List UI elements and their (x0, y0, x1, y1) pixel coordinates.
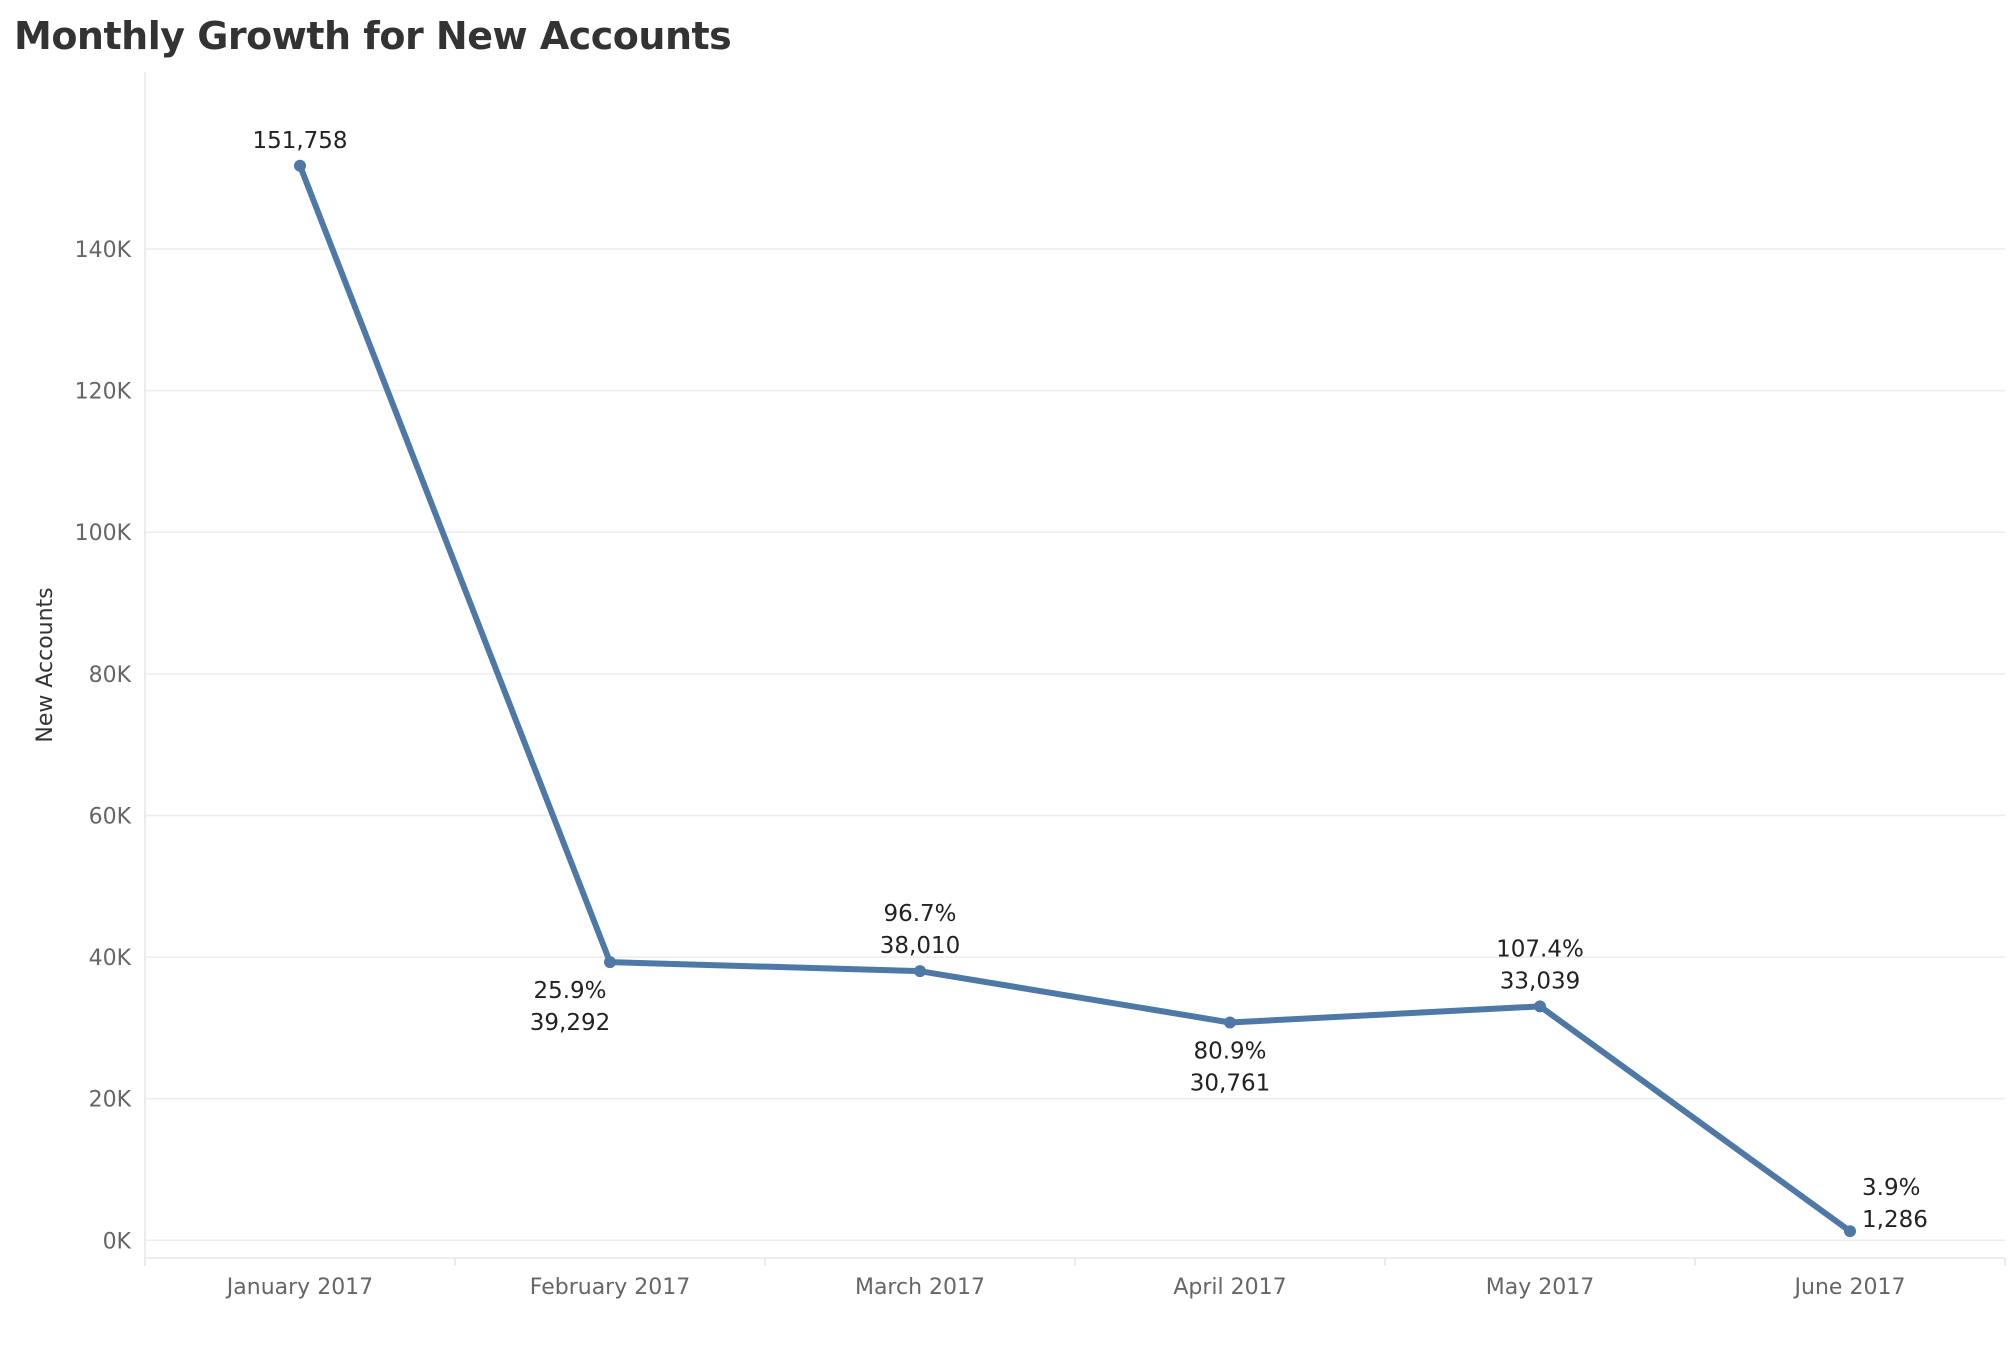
series-line (297, 162, 1853, 1235)
y-axis-title: New Accounts (33, 587, 58, 742)
x-tick-label: February 2017 (530, 1275, 690, 1300)
value-label: 30,761 (1190, 1070, 1270, 1096)
data-point (604, 956, 616, 969)
value-label: 151,758 (252, 128, 347, 154)
data-labels: 151,758 25.9% 39,292 96.7% 38,010 80.9% 30,761… (252, 128, 1927, 1233)
series (294, 159, 1856, 1238)
y-tick-label: 120K (75, 380, 132, 405)
data-point (1224, 1016, 1236, 1029)
y-tick-label: 20K (89, 1088, 132, 1113)
x-tick-label: January 2017 (225, 1275, 373, 1300)
y-tick-label: 0K (103, 1229, 132, 1254)
y-tick-label: 100K (75, 521, 132, 546)
data-point (1844, 1225, 1856, 1238)
x-tick-label: March 2017 (855, 1275, 985, 1300)
growth-label: 25.9% (533, 978, 606, 1004)
y-tick-label: 80K (89, 663, 132, 688)
chart-title: Monthly Growth for New Accounts (14, 14, 732, 58)
y-tick-label: 60K (89, 804, 132, 829)
y-tick-label: 140K (75, 238, 132, 263)
value-label: 38,010 (880, 933, 960, 959)
growth-label: 107.4% (1496, 936, 1584, 962)
gridlines (145, 248, 2005, 1242)
data-point (1534, 1000, 1546, 1013)
x-tick-label: April 2017 (1173, 1275, 1286, 1300)
growth-label: 96.7% (883, 901, 956, 927)
value-label: 39,292 (530, 1010, 610, 1036)
growth-label: 3.9% (1862, 1175, 1920, 1201)
growth-label: 80.9% (1193, 1038, 1266, 1064)
y-tick-label: 40K (89, 946, 132, 971)
data-point (294, 159, 306, 172)
x-tick-label: May 2017 (1486, 1275, 1594, 1300)
data-point (914, 965, 926, 978)
value-label: 1,286 (1862, 1207, 1928, 1233)
x-tick-label: June 2017 (1793, 1275, 1906, 1300)
axes: 0K 20K 40K 60K 80K 100K 120K 140K January 2017 Fe… (33, 72, 2006, 1300)
value-label: 33,039 (1500, 968, 1580, 994)
